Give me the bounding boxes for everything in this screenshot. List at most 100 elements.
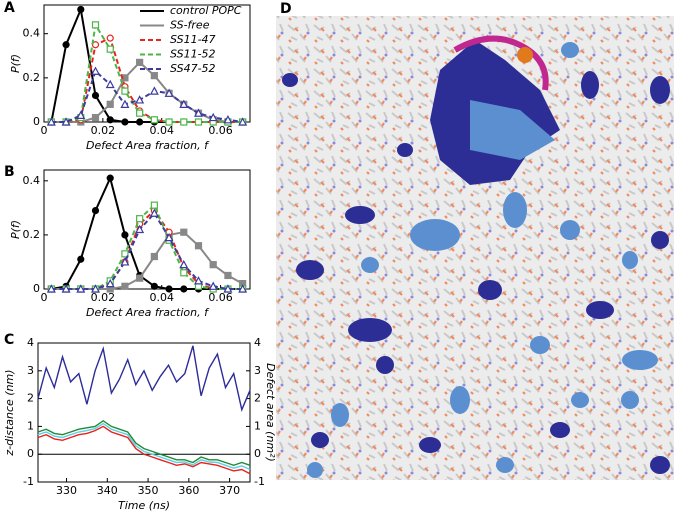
x-tick-label: 0.06 (208, 291, 233, 304)
x-tick-label: 0.04 (149, 124, 174, 137)
series-line (37, 345, 251, 412)
x-axis-label: Defect Area fraction, f (86, 139, 210, 152)
marker (193, 108, 204, 117)
x-tick-label: 0.02 (91, 291, 116, 304)
residue (517, 47, 533, 63)
panel-label: D (280, 1, 292, 17)
x-tick-label: 350 (138, 484, 159, 497)
y-tick-label: 0.2 (23, 228, 41, 241)
marker (149, 86, 159, 95)
marker (76, 284, 86, 293)
y-tick-label: 3 (27, 364, 34, 377)
y2-tick-label: 4 (254, 336, 261, 349)
x-tick-label: 370 (219, 484, 240, 497)
helix (453, 35, 549, 91)
marker (136, 215, 144, 223)
marker (208, 281, 218, 290)
y-tick-label: 0.4 (23, 174, 41, 187)
y2-axis-label: Defect area (nm²) (264, 363, 277, 462)
marker (61, 284, 71, 293)
marker (180, 269, 188, 277)
marker (121, 282, 129, 290)
marker (91, 41, 100, 49)
panel: 330 340 350 360 370 -1 0 1 2 3 4 -1 0 1 2 3 4 Time (ns) z-… (3, 332, 277, 512)
marker (106, 116, 114, 124)
y-axis-label: P(f) (9, 54, 22, 73)
x-tick-label: 0.04 (149, 291, 174, 304)
plot-frame (43, 169, 251, 290)
marker (150, 201, 158, 209)
marker (91, 21, 100, 29)
marker (90, 284, 101, 293)
marker (120, 99, 130, 108)
marker (106, 100, 114, 108)
legend-label: SS47-52 (170, 62, 216, 75)
x-tick-label: 340 (97, 484, 118, 497)
marker (180, 118, 188, 126)
marker (165, 118, 173, 126)
marker (77, 5, 85, 14)
x-axis-label: Defect Area fraction, f (86, 306, 210, 319)
y-tick-label: 0 (27, 447, 34, 460)
x-axis-label: Time (ns) (118, 499, 170, 512)
x-tick-label: 0 (41, 124, 48, 137)
panel-label: B (4, 164, 15, 180)
marker (62, 41, 70, 49)
marker (223, 115, 233, 124)
series-line (51, 69, 243, 123)
legend-label: SS11-52 (170, 48, 216, 61)
marker (149, 208, 159, 217)
defect-blob (470, 100, 555, 160)
y-tick-label: 0 (33, 115, 40, 128)
marker (120, 257, 130, 266)
series-line (37, 425, 251, 475)
marker (135, 95, 145, 104)
marker (238, 117, 248, 126)
y-axis-label: P(f) (9, 220, 22, 239)
marker (179, 99, 189, 108)
marker (121, 250, 129, 258)
series-line (51, 209, 243, 290)
marker (76, 110, 86, 119)
marker (165, 285, 173, 293)
defect-blobs (282, 71, 670, 474)
legend-label: control POPC (170, 4, 242, 17)
x-tick-label: 0.02 (91, 124, 116, 137)
x-tick-label: 0 (41, 291, 48, 304)
y-tick-label: 2 (27, 392, 34, 405)
y-tick-label: 0.4 (23, 27, 41, 40)
marker (136, 58, 144, 66)
y-axis-label: z-distance (nm) (3, 369, 16, 456)
panel-label: C (4, 332, 14, 348)
marker (105, 79, 115, 89)
marker (164, 88, 174, 97)
y2-tick-label: 3 (254, 364, 261, 377)
x-tick-label: 360 (178, 484, 199, 497)
marker (61, 117, 71, 126)
marker (209, 261, 217, 269)
y-tick-label: 0.2 (23, 71, 41, 84)
marker (90, 66, 101, 75)
marker (106, 34, 114, 42)
marker (223, 284, 233, 293)
marker (91, 113, 100, 122)
marker (106, 45, 114, 53)
x-tick-label: 330 (56, 484, 77, 497)
marker (136, 274, 144, 282)
defect-blobs (307, 42, 658, 478)
plot-frame (37, 342, 251, 483)
panel-label: A (4, 0, 15, 16)
x-tick-label: 0.06 (208, 124, 233, 137)
y-tick-label: 0 (33, 282, 40, 295)
y-tick-label: 4 (27, 336, 34, 349)
series-line (51, 175, 243, 290)
marker (150, 252, 158, 261)
marker (136, 109, 144, 117)
marker (194, 118, 203, 126)
marker (150, 282, 158, 290)
series-line (51, 211, 243, 290)
y2-tick-label: -1 (254, 475, 265, 488)
y2-tick-label: 0 (254, 447, 261, 460)
marker (238, 284, 248, 293)
marker (150, 72, 158, 80)
